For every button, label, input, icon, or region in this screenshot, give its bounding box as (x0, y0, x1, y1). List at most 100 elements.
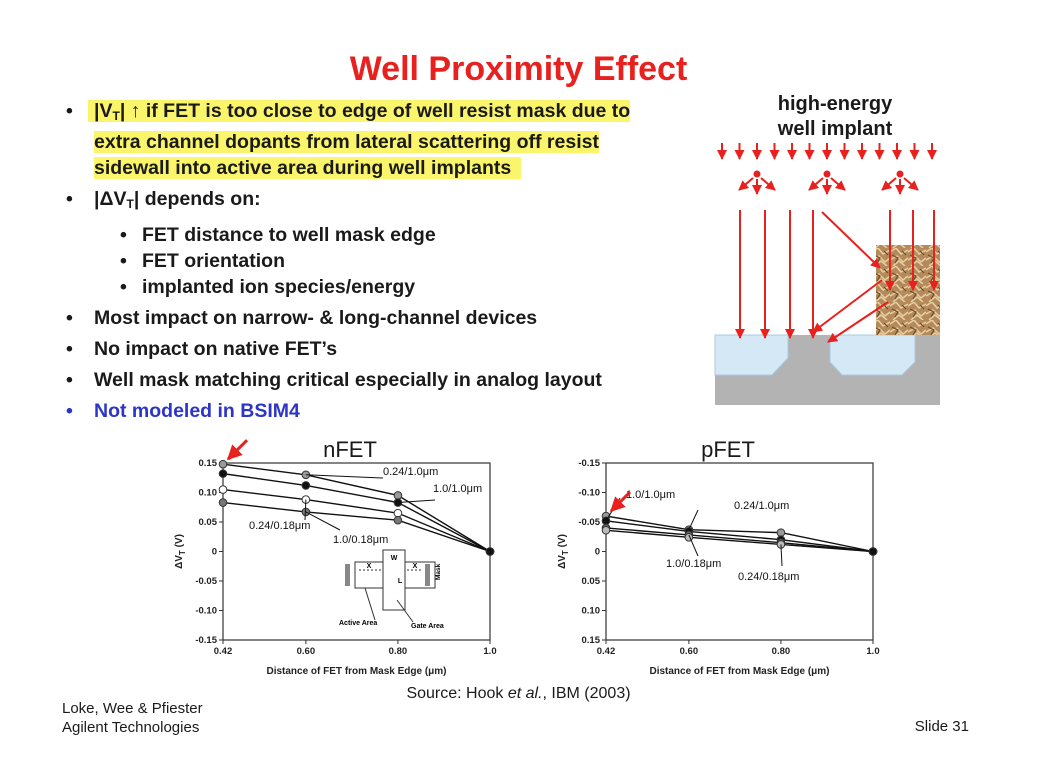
bullet-text: No impact on native FET’s (94, 338, 338, 360)
bullet-text: Most impact on narrow- & long-channel de… (94, 307, 538, 329)
mask-edge-left (345, 564, 350, 586)
scatter-arrow (830, 177, 846, 191)
y-tick-label: 0.05 (582, 576, 601, 587)
series-line (222, 472, 491, 553)
series-line (605, 520, 874, 553)
bullet-dot: • (66, 338, 73, 360)
data-point (218, 498, 228, 507)
bullet-dot: • (120, 224, 127, 246)
y-tick-label: 0.10 (199, 488, 218, 499)
inset-l-label: L (398, 578, 403, 585)
inset-x-label: X (367, 563, 372, 570)
inset-leader (396, 599, 414, 623)
y-tick-label: -0.15 (578, 458, 600, 469)
series-line (222, 501, 491, 553)
x-tick-label: 0.80 (389, 646, 408, 657)
bullet-vt-increase: • |VT| ↑ if FET is too close to edge of … (60, 98, 700, 181)
chart-title: nFET (323, 437, 377, 462)
bullet-dot: • (120, 276, 127, 298)
scatter-points (738, 170, 919, 195)
y-tick-label: 0.15 (199, 458, 218, 469)
pfet-chart-svg: pFET -0.15 -0.10 -0.05 0 0.05 0.10 0.150.42 0.60… (557, 437, 880, 677)
y-axis-label-unit: (V) (557, 534, 568, 550)
inset-active-label: Active Area (339, 620, 377, 627)
y-tick-label: 0.10 (582, 606, 601, 617)
implant-label-line2: well implant (777, 118, 893, 140)
series-leader (688, 509, 699, 530)
y-tick-label: -0.05 (195, 576, 217, 587)
series-leader (780, 544, 783, 567)
bullet-text: Not modeled in BSIM4 (94, 400, 300, 422)
inset-gate-label: Gate Area (411, 623, 444, 630)
vt-symbol: |V (94, 100, 113, 122)
highlight-arrow (226, 439, 249, 461)
bullet-dot: • (66, 100, 73, 122)
y-tick-label: -0.10 (578, 488, 600, 499)
y-tick-label: 0 (212, 547, 217, 558)
data-point (485, 547, 495, 556)
bullet-depends-on: • |ΔVT| depends on: (60, 186, 700, 217)
source-etal: et al. (507, 685, 543, 702)
x-tick-label: 1.0 (483, 646, 496, 657)
data-point (393, 508, 403, 518)
sub-bullet: • FET orientation (60, 248, 700, 274)
x-axis-label: Distance of FET from Mask Edge (μm) (649, 666, 829, 677)
sub-bullet: • FET distance to well mask edge (60, 222, 700, 248)
series-label: 0.24/0.18μm (738, 571, 799, 583)
y-axis-label-unit: (V) (174, 534, 185, 550)
layout-inset: W X X L Mask Active Area Gate Area (339, 549, 444, 630)
data-point (601, 525, 611, 535)
y-axis-label: ΔVT (V) (174, 534, 187, 569)
well-implant-diagram (714, 143, 940, 405)
y-axis-label-sub: T (561, 550, 570, 555)
data-point (776, 528, 786, 537)
chart-title: pFET (701, 437, 755, 462)
data-point (218, 469, 228, 478)
highlight-arrow (609, 491, 632, 513)
series-line (605, 529, 874, 553)
bullet-dot: • (66, 307, 73, 329)
series-leader (305, 474, 384, 479)
y-tick-label: 0.15 (582, 635, 601, 646)
bullet-narrow-long: • Most impact on narrow- & long-channel … (60, 305, 700, 331)
x-tick-label: 0.42 (597, 646, 616, 657)
data-point (393, 491, 403, 500)
series-line (222, 488, 491, 553)
sub-bullet-text: implanted ion species/energy (142, 276, 416, 298)
series-line (605, 515, 874, 553)
bullet-mask-matching: • Well mask matching critical especially… (60, 367, 700, 393)
delta-vt-subscript: T (126, 197, 134, 211)
bullet-bsim4: • Not modeled in BSIM4 (60, 398, 700, 424)
y-tick-label: -0.05 (578, 517, 600, 528)
x-axis-label: Distance of FET from Mask Edge (μm) (266, 666, 446, 677)
long-arrows (735, 210, 939, 343)
scatter-long-arrow (821, 211, 881, 269)
scatter-arrow (808, 177, 824, 191)
series-leader (397, 499, 436, 504)
sub-bullet-text: FET distance to well mask edge (142, 224, 436, 246)
bullet-list: • |VT| ↑ if FET is too close to edge of … (60, 98, 700, 429)
scatter-arrow (760, 177, 776, 191)
y-tick-label: 0.05 (199, 517, 218, 528)
delta-vt-symbol: |ΔV (94, 188, 127, 210)
inset-w-label: W (391, 555, 398, 562)
data-point (393, 515, 403, 525)
data-point (868, 547, 878, 556)
sub-bullet-text: FET orientation (142, 250, 285, 272)
y-axis-label-base: ΔV (174, 555, 185, 569)
footer-authors-text: Loke, Wee & Pfiester (62, 700, 203, 717)
series-leader (304, 499, 307, 521)
scatter-point (753, 170, 761, 178)
series-label: 0.24/0.18μm (249, 520, 310, 532)
scatter-long-arrow (827, 301, 889, 343)
data-point (218, 485, 228, 494)
series-label: 1.0/0.18μm (333, 534, 388, 546)
implant-label-line1: high-energy (777, 93, 893, 115)
y-tick-label: 0 (595, 547, 600, 558)
x-tick-label: 0.60 (680, 646, 699, 657)
source-citation: Source: Hook et al., IBM (2003) (0, 685, 1037, 703)
x-tick-label: 1.0 (866, 646, 879, 657)
y-tick-label: -0.10 (195, 606, 217, 617)
series-label: 1.0/1.0μm (433, 483, 482, 495)
implant-label: high-energy well implant (740, 92, 930, 142)
